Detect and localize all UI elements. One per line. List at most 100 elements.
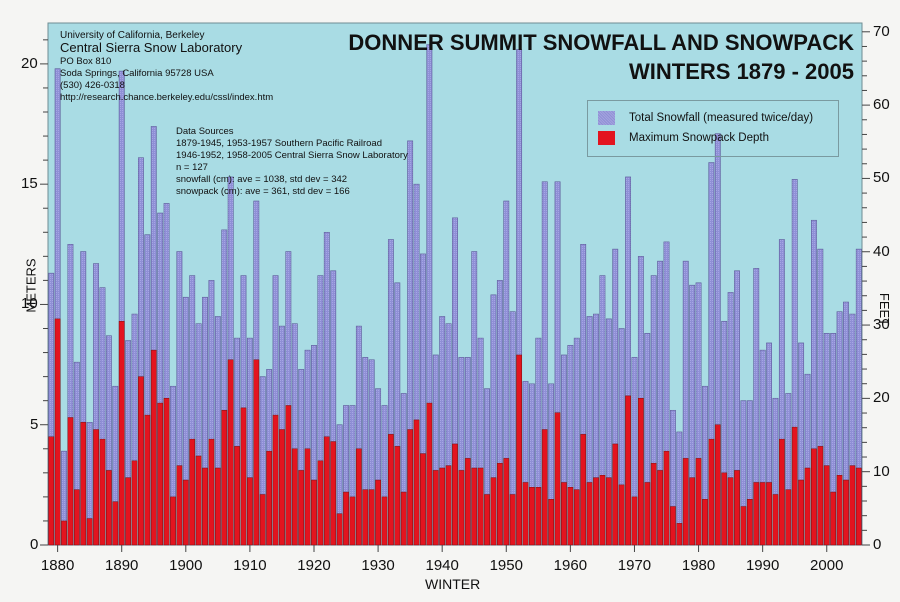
- snowpack-bar-1933: [394, 446, 401, 546]
- snowpack-bar-1905: [214, 467, 221, 546]
- snowpack-bar-1944: [464, 458, 471, 546]
- snowpack-bar-1958: [554, 412, 561, 546]
- x-tick-label: 1950: [489, 557, 523, 574]
- address-phone: (530) 426-0318: [60, 80, 125, 91]
- snowpack-bar-1884: [80, 422, 87, 546]
- snowpack-bar-1993: [779, 438, 785, 546]
- snowpack-bar-1891: [125, 477, 131, 546]
- snowpack-bar-1903: [202, 467, 208, 546]
- snowpack-bar-1945: [471, 467, 478, 546]
- snowpack-bar-2002: [836, 474, 843, 546]
- snowpack-bar-1923: [330, 441, 337, 546]
- snowpack-bar-1985: [727, 477, 734, 546]
- chart-subtitle: WINTERS 1879 - 2005: [629, 59, 854, 84]
- snowpack-bar-1925: [343, 491, 349, 546]
- snowpack-bar-1943: [458, 470, 465, 546]
- snowpack-bar-1896: [157, 402, 164, 546]
- x-tick-label: 1990: [745, 557, 780, 574]
- snowpack-bar-1935: [407, 429, 414, 546]
- snowpack-bar-1982: [708, 438, 715, 546]
- snowpack-bar-1971: [638, 398, 644, 546]
- legend-label: Maximum Snowpack Depth: [629, 132, 769, 144]
- snowpack-bar-1950: [503, 458, 510, 546]
- y-tick-label: 20: [21, 54, 38, 72]
- y-right-tick-label: 70: [873, 22, 890, 40]
- snowpack-bar-1902: [195, 455, 202, 546]
- y-right-tick-label: 60: [873, 96, 890, 114]
- y-tick-label: 5: [30, 415, 39, 433]
- snowpack-bar-1900: [182, 479, 189, 546]
- address-city: Soda Springs, California 95728 USA: [60, 68, 214, 79]
- chart-title: DONNER SUMMIT SNOWFALL AND SNOWPACK: [348, 30, 854, 55]
- y-right-tick-label: 50: [873, 169, 890, 187]
- snowpack-bar-1989: [753, 482, 760, 546]
- snowpack-bar-1937: [420, 453, 426, 546]
- snowpack-bar-1959: [561, 482, 567, 546]
- axes-group: [40, 31, 870, 552]
- legend: Total Snowfall (measured twice/day) Maxi…: [587, 100, 839, 157]
- snowpack-bar-1990: [759, 482, 766, 546]
- snowpack-bar-1901: [189, 438, 196, 546]
- snowpack-bar-1890: [118, 321, 125, 546]
- lab-name: Central Sierra Snow Laboratory: [60, 40, 243, 55]
- x-tick-label: 1910: [233, 557, 267, 574]
- snowpack-bar-1988: [746, 499, 753, 546]
- sources-heading: Data Sources: [176, 126, 234, 137]
- snowpack-bar-1914: [272, 414, 279, 546]
- snowpack-bar-1936: [413, 419, 420, 546]
- snowpack-bar-1926: [349, 496, 356, 546]
- snowpack-bar-1888: [106, 470, 112, 546]
- snowpack-bar-1892: [131, 460, 138, 546]
- snowpack-bar-1954: [529, 487, 535, 546]
- snowfall-swatch: [598, 111, 615, 125]
- snowpack-bar-1966: [605, 477, 612, 546]
- snowpack-bar-1960: [567, 487, 574, 546]
- snowpack-bar-1910: [247, 477, 253, 546]
- snowpack-bar-1976: [670, 506, 676, 546]
- snowpack-bar-1975: [663, 450, 670, 546]
- snowpack-bar-1881: [61, 520, 67, 546]
- snowpack-bar-2004: [849, 465, 856, 546]
- x-tick-label: 2000: [810, 557, 844, 574]
- snowpack-bar-1898: [170, 496, 176, 546]
- x-tick-label: 1920: [297, 557, 331, 574]
- snowpack-bar-1963: [586, 482, 593, 546]
- y-right-tick-label: 10: [873, 462, 890, 480]
- snowpack-bar-1906: [221, 410, 228, 546]
- snowpack-bar-1946: [477, 467, 484, 546]
- snowpack-bar-1995: [791, 426, 798, 546]
- university-name: University of California, Berkeley: [60, 30, 205, 41]
- snowpack-bar-1912: [259, 494, 266, 546]
- snowpack-bar-1953: [522, 482, 529, 546]
- snowpack-bar-1894: [144, 414, 151, 546]
- snowpack-bar-2005: [855, 467, 862, 546]
- snowpack-bar-1895: [150, 349, 157, 546]
- snowpack-swatch: [598, 131, 615, 145]
- sources-line: 1946-1952, 1958-2005 Central Sierra Snow…: [176, 150, 408, 161]
- snowpack-bar-2003: [843, 479, 849, 546]
- snowpack-bar-1967: [612, 443, 619, 546]
- snowpack-bar-1979: [689, 477, 696, 546]
- snowpack-bar-1983: [714, 424, 721, 546]
- snowpack-bar-1916: [285, 405, 292, 546]
- x-tick-label: 1890: [105, 557, 139, 574]
- snowpack-bar-1942: [452, 443, 458, 546]
- sources-line: snowpack (cm): ave = 361, std dev = 166: [176, 186, 350, 197]
- snowpack-bar-2001: [830, 491, 837, 546]
- snowpack-bar-1932: [388, 434, 394, 546]
- snowpack-bar-1955: [535, 487, 542, 546]
- snowpack-bar-1978: [682, 458, 689, 546]
- snowpack-bar-1928: [362, 489, 369, 546]
- snowpack-bar-1938: [426, 402, 433, 546]
- legend-item-snowpack: Maximum Snowpack Depth: [598, 131, 769, 145]
- snowpack-bar-1965: [599, 474, 606, 546]
- snowpack-bar-1987: [740, 506, 747, 546]
- snowpack-bar-1980: [695, 458, 702, 546]
- sources-line: n = 127: [176, 162, 208, 173]
- snowpack-bar-1997: [804, 467, 811, 546]
- snowpack-bar-1999: [817, 446, 824, 546]
- x-tick-label: 1880: [40, 557, 75, 574]
- legend-label: Total Snowfall (measured twice/day): [629, 112, 814, 124]
- snowpack-bar-1913: [266, 450, 273, 546]
